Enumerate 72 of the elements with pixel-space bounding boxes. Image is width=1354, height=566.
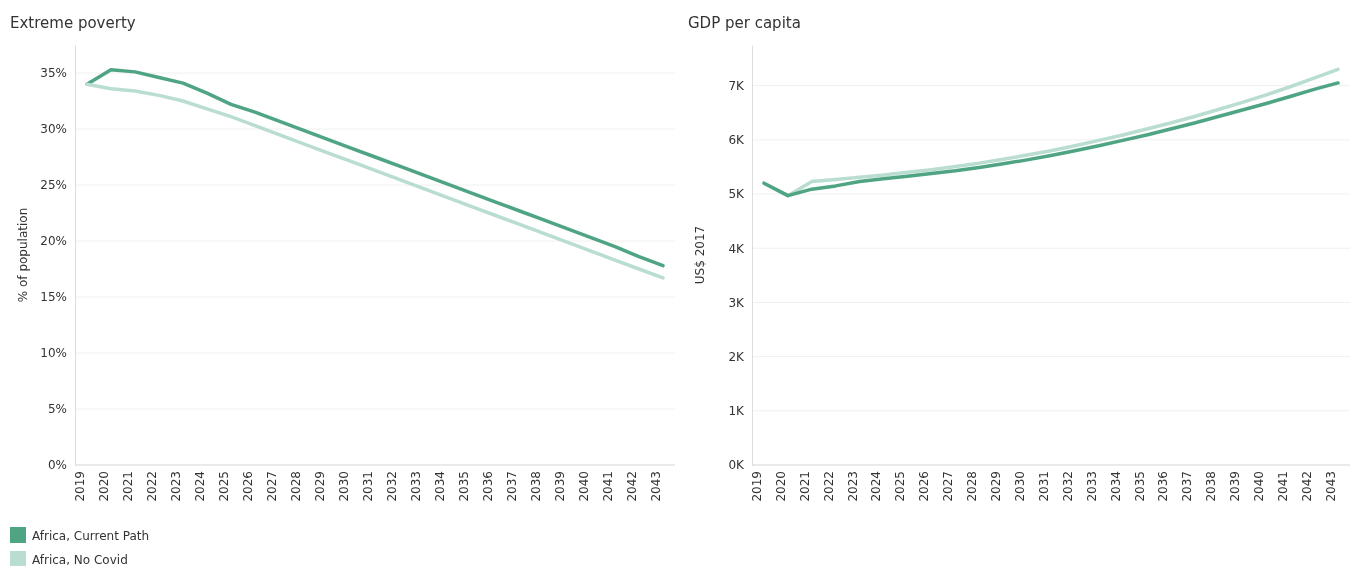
x-tick-label: 2040: [1252, 471, 1267, 502]
x-tick-label: 2039: [552, 471, 567, 502]
legend-label: Africa, Current Path: [32, 529, 150, 543]
x-tick-label: 2032: [384, 471, 399, 502]
x-tick-label: 2028: [288, 471, 303, 502]
x-tick-label: 2034: [1108, 471, 1123, 502]
x-tick-label: 2020: [96, 471, 111, 502]
x-tick-label: 2024: [192, 471, 207, 502]
x-tick-label: 2027: [264, 471, 279, 502]
x-tick-label: 2035: [456, 471, 471, 502]
x-tick-label: 2041: [1276, 471, 1291, 502]
x-tick-label: 2041: [600, 471, 615, 502]
x-tick-label: 2035: [1132, 471, 1147, 502]
x-tick-label: 2020: [773, 471, 788, 502]
y-axis-title: US$ 2017: [693, 225, 707, 285]
x-tick-label: 2022: [144, 471, 159, 502]
x-tick-label: 2021: [120, 471, 135, 502]
x-tick-label: 2030: [336, 471, 351, 502]
legend-label: Africa, No Covid: [32, 553, 128, 566]
x-tick-label: 2032: [1060, 471, 1075, 502]
x-tick-label: 2022: [821, 471, 836, 502]
y-tick-label: 10%: [40, 346, 67, 361]
y-tick-label: 1K: [728, 404, 746, 419]
y-tick-label: 5%: [47, 402, 67, 417]
y-tick-label: 2K: [728, 349, 746, 364]
x-tick-label: 2043: [1323, 471, 1338, 502]
x-tick-label: 2036: [480, 471, 495, 502]
x-tick-label: 2023: [845, 471, 860, 502]
x-tick-label: 2021: [797, 471, 812, 502]
x-tick-label: 2024: [869, 471, 884, 502]
x-tick-label: 2033: [408, 471, 423, 502]
x-tick-label: 2019: [72, 471, 87, 502]
x-tick-label: 2031: [360, 471, 375, 502]
x-tick-label: 2040: [576, 471, 591, 502]
x-tick-label: 2019: [749, 471, 764, 502]
x-tick-label: 2025: [893, 471, 908, 502]
x-tick-label: 2029: [312, 471, 327, 502]
y-tick-label: 20%: [40, 234, 67, 249]
x-tick-label: 2027: [941, 471, 956, 502]
y-tick-label: 35%: [40, 66, 67, 81]
y-tick-label: 0K: [728, 458, 746, 473]
y-tick-label: 15%: [40, 290, 67, 305]
x-tick-label: 2029: [989, 471, 1004, 502]
x-tick-label: 2042: [1299, 471, 1314, 502]
x-tick-label: 2028: [965, 471, 980, 502]
x-tick-label: 2030: [1012, 471, 1027, 502]
y-tick-label: 3K: [728, 295, 746, 310]
chart-title: GDP per capita: [688, 14, 801, 32]
x-tick-label: 2038: [528, 471, 543, 502]
y-tick-label: 0%: [47, 458, 67, 473]
x-tick-label: 2033: [1084, 471, 1099, 502]
x-tick-label: 2038: [1204, 471, 1219, 502]
y-axis-title: % of population: [16, 207, 30, 303]
y-tick-label: 7K: [728, 78, 746, 93]
x-tick-label: 2026: [240, 471, 255, 502]
x-tick-label: 2034: [432, 471, 447, 502]
chart-title: Extreme poverty: [10, 14, 136, 32]
y-tick-label: 25%: [40, 178, 67, 193]
x-tick-label: 2026: [917, 471, 932, 502]
x-tick-label: 2043: [648, 471, 663, 502]
x-tick-label: 2037: [504, 471, 519, 502]
x-tick-label: 2042: [624, 471, 639, 502]
y-tick-label: 30%: [40, 122, 67, 137]
x-tick-label: 2036: [1156, 471, 1171, 502]
y-tick-label: 4K: [728, 241, 746, 256]
y-tick-label: 5K: [728, 187, 746, 202]
x-tick-label: 2031: [1036, 471, 1051, 502]
x-tick-label: 2025: [216, 471, 231, 502]
x-tick-label: 2023: [168, 471, 183, 502]
y-tick-label: 6K: [728, 133, 746, 148]
x-tick-label: 2037: [1180, 471, 1195, 502]
x-tick-label: 2039: [1228, 471, 1243, 502]
